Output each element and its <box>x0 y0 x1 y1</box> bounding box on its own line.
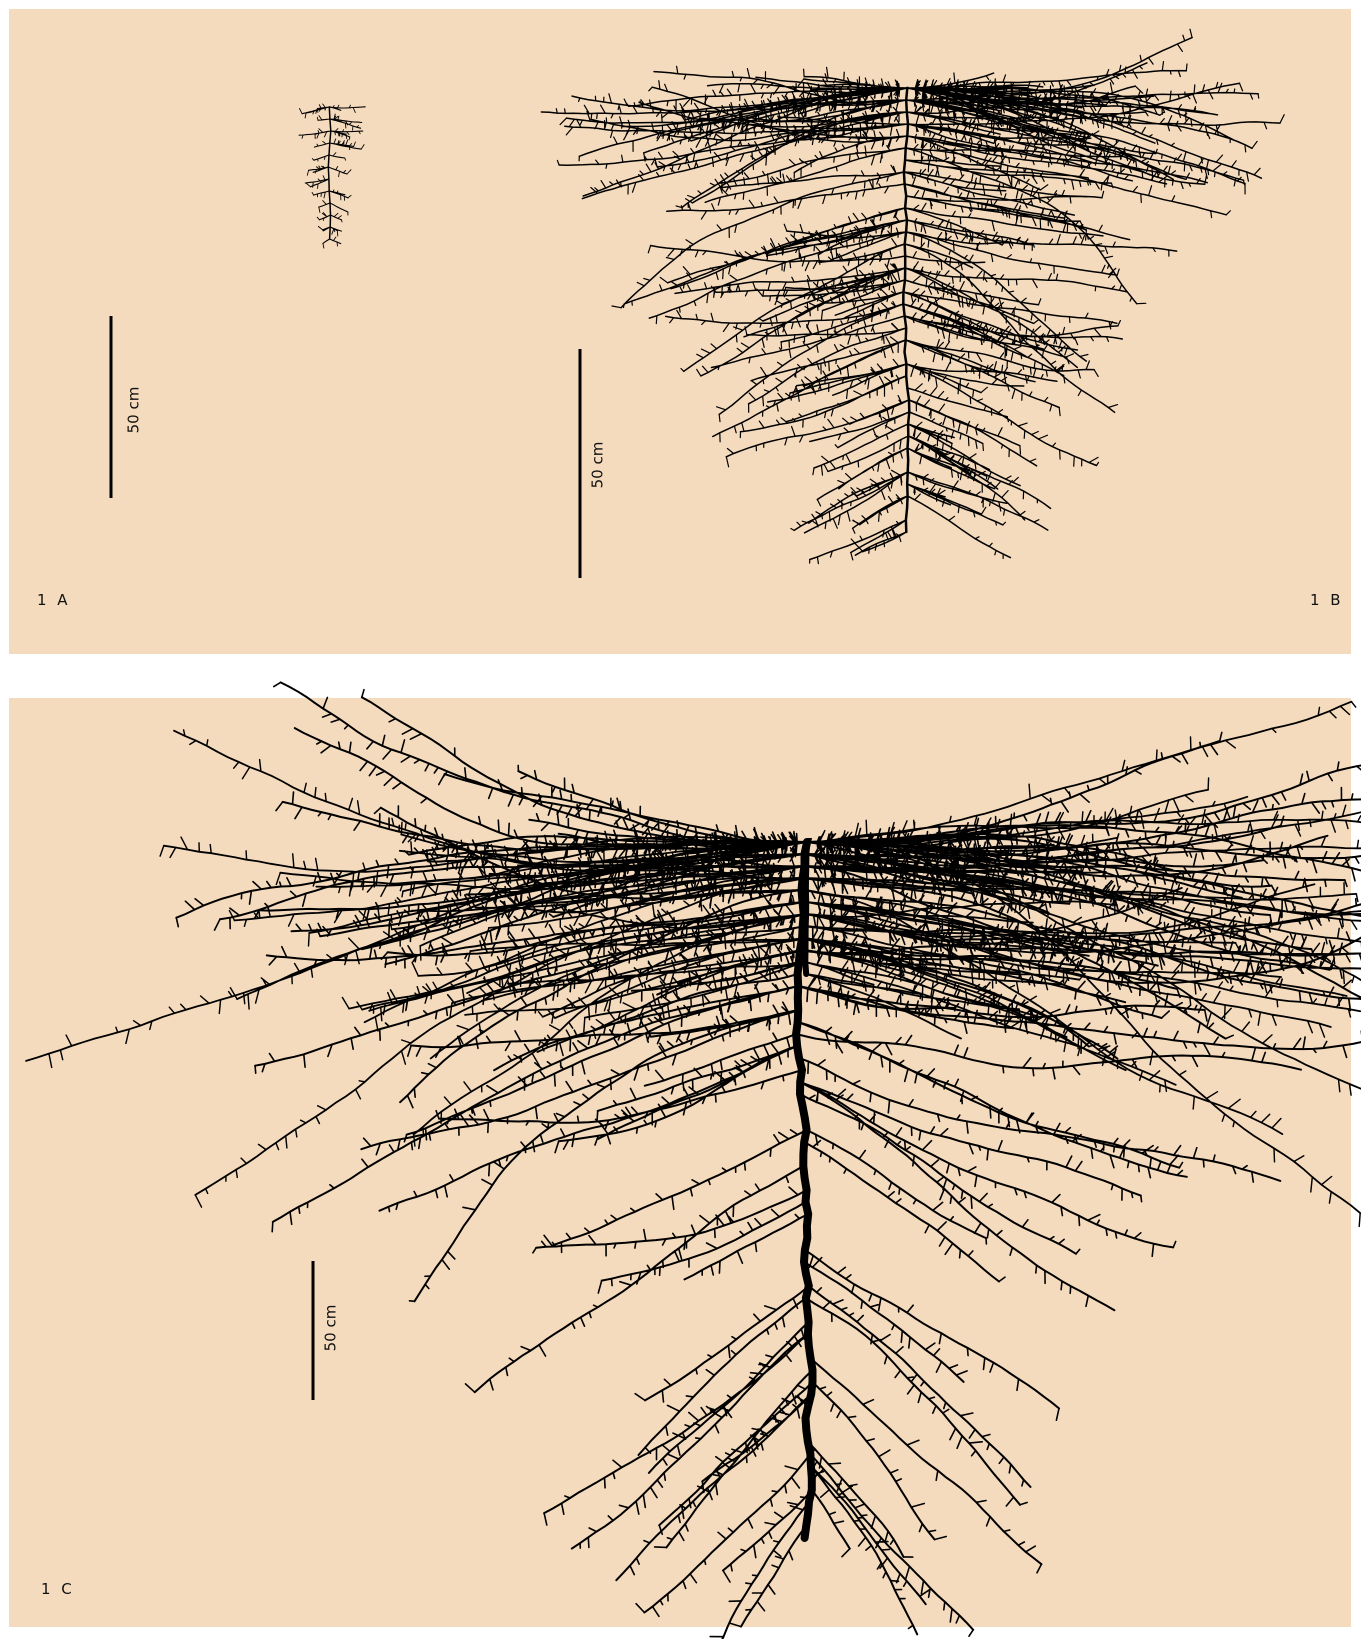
scale-bar-label: 50 cm <box>125 387 143 434</box>
panel-label: 1 C <box>41 1580 75 1598</box>
scale-bar-label: 50 cm <box>322 1305 340 1352</box>
root <box>805 842 807 974</box>
scale-bar-label: 50 cm <box>589 442 607 489</box>
panel-label: 1 A <box>37 591 71 609</box>
panel-label: 1 B <box>1310 591 1344 609</box>
figure: 50 cm 50 cm 50 cm 1 A 1 B 1 C <box>0 0 1361 1639</box>
page: {"panels": [ {"label": "1 A", "scale_bar… <box>0 0 1361 1639</box>
